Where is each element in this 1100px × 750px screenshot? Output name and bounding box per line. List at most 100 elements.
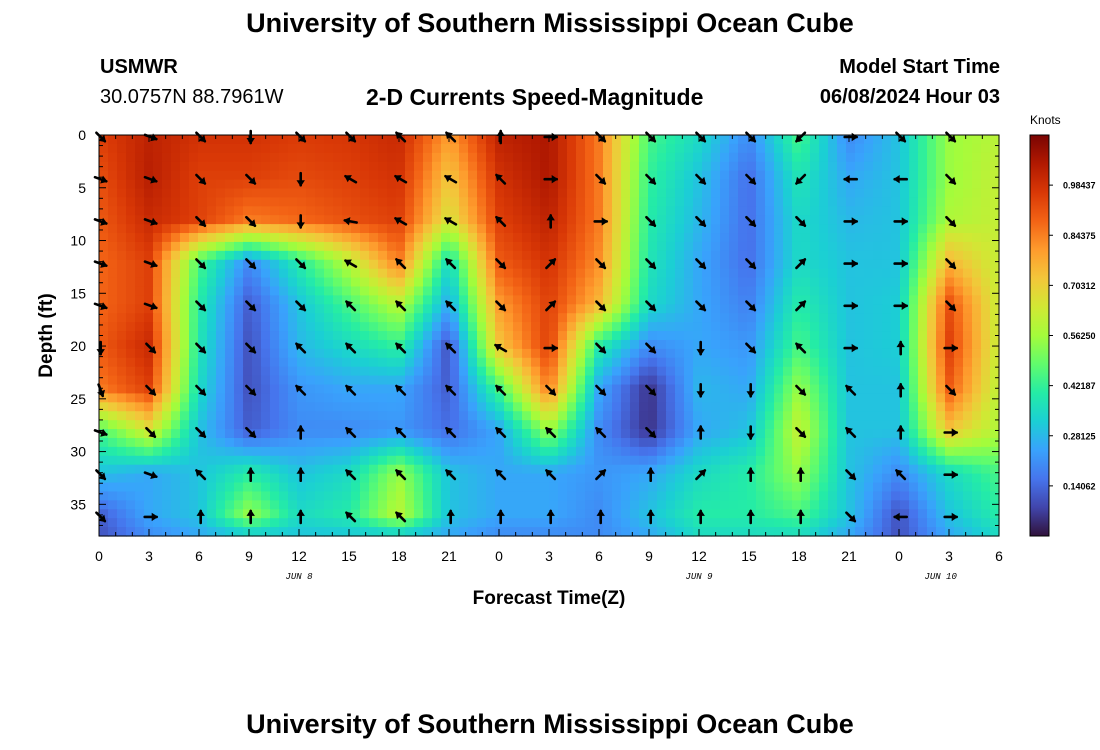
heatmap-cell: [477, 331, 487, 341]
heatmap-cell: [234, 482, 244, 493]
heatmap-cell: [225, 402, 235, 412]
heatmap-cell: [882, 250, 892, 261]
heatmap-cell: [495, 402, 505, 412]
heatmap-cell: [144, 411, 154, 421]
heatmap-cell: [279, 161, 289, 172]
heatmap-cell: [108, 518, 118, 528]
heatmap-cell: [774, 420, 784, 430]
heatmap-cell: [126, 375, 136, 386]
heatmap-cell: [234, 250, 244, 261]
heatmap-cell: [909, 482, 919, 493]
heatmap-cell: [576, 135, 586, 145]
heatmap-cell: [126, 313, 136, 323]
heatmap-cell: [576, 384, 586, 395]
heatmap-cell: [720, 331, 730, 341]
heatmap-cell: [774, 393, 784, 403]
current-vector-arrow: [345, 426, 357, 439]
heatmap-cell: [207, 473, 217, 484]
heatmap-cell: [621, 331, 631, 341]
heatmap-cell: [873, 500, 883, 510]
heatmap-cell: [369, 527, 379, 537]
heatmap-cell: [657, 357, 667, 368]
heatmap-cell: [558, 384, 568, 395]
heatmap-cell: [243, 491, 253, 501]
heatmap-cell: [864, 152, 874, 163]
heatmap-cell: [954, 518, 964, 528]
heatmap-cell: [801, 233, 811, 243]
heatmap-cell: [738, 527, 748, 537]
heatmap-cell: [333, 277, 343, 288]
heatmap-cell: [540, 348, 550, 359]
heatmap-cell: [342, 250, 352, 261]
heatmap-cell: [315, 268, 325, 279]
heatmap-cell: [216, 259, 226, 270]
heatmap-cell: [126, 224, 136, 234]
heatmap-cell: [954, 313, 964, 323]
heatmap-cell: [972, 215, 982, 225]
heatmap-cell: [891, 268, 901, 279]
heatmap-cell: [711, 429, 721, 439]
heatmap-cell: [504, 491, 514, 501]
heatmap-cell: [900, 464, 910, 475]
heatmap-cell: [909, 233, 919, 243]
heatmap-cell: [648, 339, 658, 350]
heatmap-cell: [675, 295, 685, 305]
heatmap-cell: [864, 437, 874, 448]
current-vector-arrow: [394, 174, 408, 184]
heatmap-cell: [594, 420, 604, 430]
heatmap-cell: [243, 197, 253, 207]
heatmap-cell: [675, 143, 685, 154]
heatmap-cell: [162, 411, 172, 421]
heatmap-cell: [108, 224, 118, 234]
heatmap-cell: [936, 375, 946, 386]
heatmap-cell: [666, 304, 676, 314]
heatmap-cell: [126, 339, 136, 350]
heatmap-cell: [531, 179, 541, 190]
heatmap-cell: [648, 152, 658, 163]
heatmap-cell: [279, 437, 289, 448]
heatmap-cell: [855, 206, 865, 216]
heatmap-cell: [198, 500, 208, 510]
heatmap-cell: [945, 250, 955, 261]
heatmap-cell: [738, 241, 748, 252]
heatmap-cell: [126, 304, 136, 314]
heatmap-cell: [720, 206, 730, 216]
heatmap-cell: [531, 331, 541, 341]
heatmap-cell: [108, 482, 118, 493]
heatmap-cell: [576, 215, 586, 225]
heatmap-cell: [108, 491, 118, 501]
heatmap-cell: [549, 402, 559, 412]
heatmap-cell: [360, 420, 370, 430]
heatmap-cell: [225, 411, 235, 421]
heatmap-cell: [783, 215, 793, 225]
heatmap-cell: [774, 491, 784, 501]
heatmap-cell: [396, 393, 406, 403]
heatmap-cell: [702, 518, 712, 528]
heatmap-cell: [783, 384, 793, 395]
heatmap-cell: [189, 491, 199, 501]
current-vector-arrow: [445, 342, 457, 354]
heatmap-cell: [108, 304, 118, 314]
heatmap-cell: [423, 215, 433, 225]
heatmap-cell: [495, 437, 505, 448]
heatmap-cell: [567, 259, 577, 270]
heatmap-cell: [738, 455, 748, 466]
heatmap-cell: [675, 224, 685, 234]
heatmap-cell: [495, 268, 505, 279]
heatmap-cell: [162, 170, 172, 181]
heatmap-cell: [819, 259, 829, 270]
heatmap-cell: [918, 527, 928, 537]
heatmap-cell: [909, 348, 919, 359]
heatmap-cell: [459, 170, 469, 181]
chart-subtitle: 2-D Currents Speed-Magnitude: [366, 84, 704, 110]
heatmap-cell: [567, 384, 577, 395]
current-vector-arrow: [143, 471, 158, 479]
heatmap-cell: [585, 429, 595, 439]
heatmap-cell: [846, 357, 856, 368]
heatmap-cell: [963, 384, 973, 395]
heatmap-cell: [504, 224, 514, 234]
heatmap-cell: [459, 152, 469, 163]
heatmap-cell: [990, 135, 1000, 145]
heatmap-cell: [504, 304, 514, 314]
heatmap-cell: [855, 500, 865, 510]
